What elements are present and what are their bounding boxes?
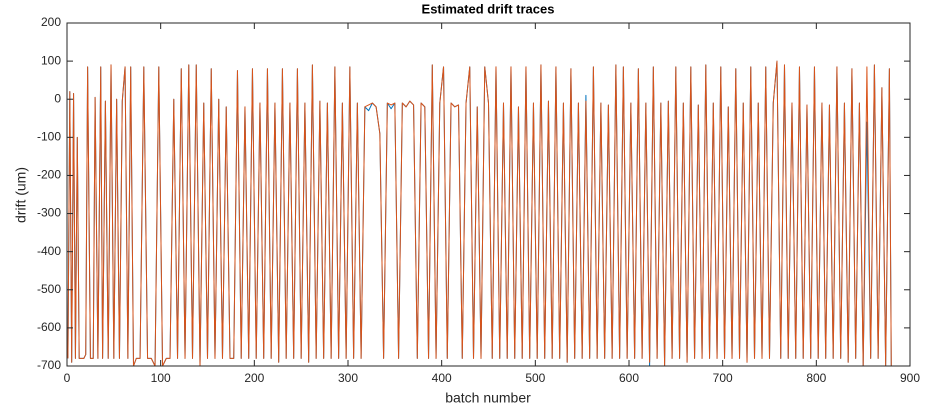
y-tick-label: 0	[54, 91, 61, 105]
y-tick-label: 200	[41, 15, 61, 29]
x-axis-label: batch number	[445, 390, 531, 406]
x-tick-label: 900	[900, 371, 920, 385]
plot-area	[67, 23, 910, 366]
y-axis-label: drift (um)	[13, 167, 29, 223]
y-tick-label: -400	[37, 244, 61, 258]
y-tick-label: -300	[37, 206, 61, 220]
series-line	[67, 60, 892, 367]
x-tick-label: 600	[619, 371, 639, 385]
x-tick-label: 400	[432, 371, 452, 385]
chart-title: Estimated drift traces	[422, 1, 555, 16]
y-tick-label: 100	[41, 53, 61, 67]
x-tick-label: 300	[338, 371, 358, 385]
y-tick-label: -600	[37, 320, 61, 334]
x-tick-label: 500	[525, 371, 545, 385]
x-tick-label: 0	[64, 371, 71, 385]
x-tick-label: 700	[713, 371, 733, 385]
y-tick-label: -700	[37, 358, 61, 372]
y-tick-label: -200	[37, 168, 61, 182]
y-tick-label: -100	[37, 130, 61, 144]
axes-box	[66, 22, 911, 367]
x-tick-label: 100	[151, 371, 171, 385]
y-tick-label: -500	[37, 282, 61, 296]
x-tick-label: 200	[244, 371, 264, 385]
x-tick-label: 800	[806, 371, 826, 385]
